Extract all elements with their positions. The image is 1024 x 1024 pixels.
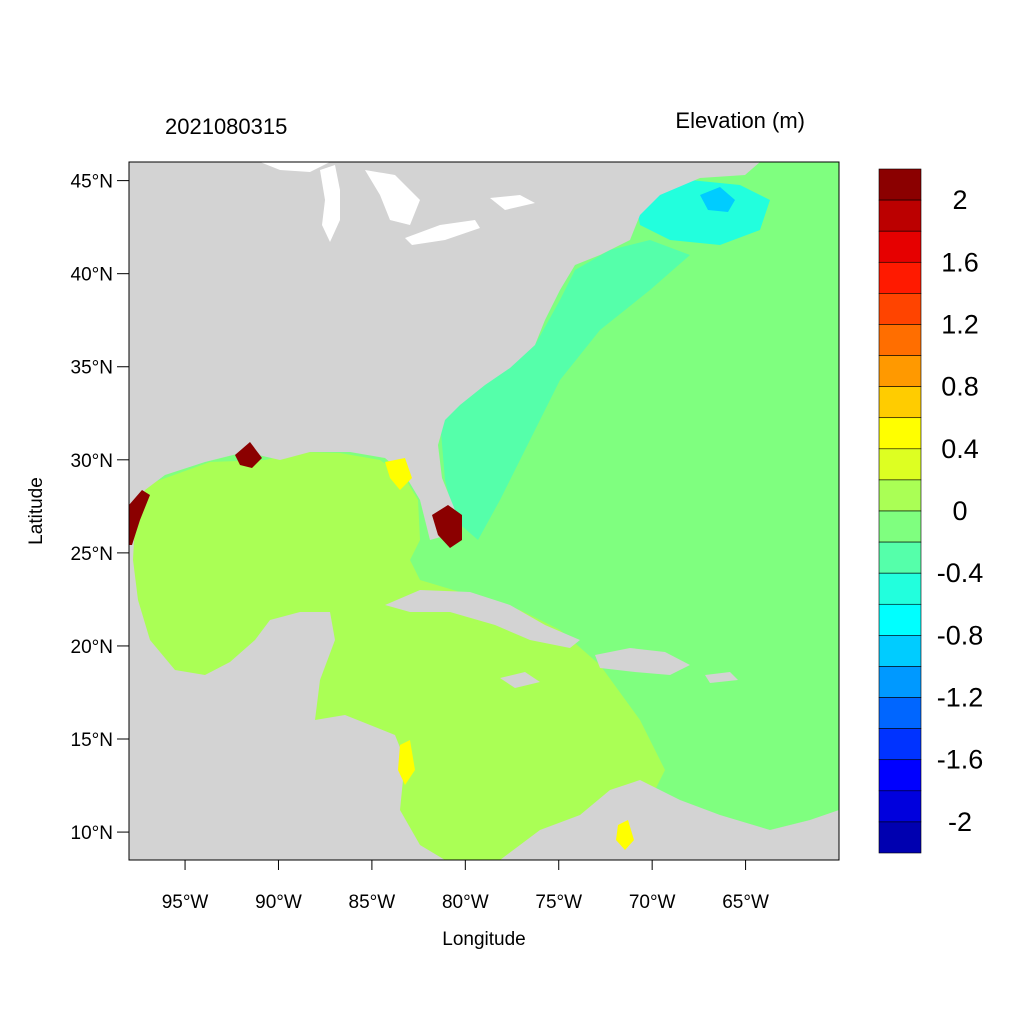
lake-ontario (490, 195, 535, 210)
y-tick-label: 10°N (71, 823, 113, 844)
colorbar-swatch (878, 230, 922, 263)
x-tick-label: 70°W (629, 892, 676, 913)
surge-louisiana (235, 442, 262, 468)
bay-of-fundy-water (700, 187, 735, 212)
colorbar-label: -2 (948, 807, 972, 837)
y-tick-label: 35°N (71, 358, 113, 379)
lake-superior (260, 162, 330, 172)
surge-south-florida (432, 505, 462, 548)
colorbar-swatch (878, 386, 922, 419)
colorbar-label: 1.6 (941, 247, 979, 277)
surge-yucatan-yellow (398, 740, 415, 785)
puerto-rico-land (705, 672, 738, 683)
y-tick-label: 30°N (71, 451, 113, 472)
title-variable: Elevation (m) (675, 108, 805, 133)
colorbar-swatch (878, 510, 922, 543)
y-tick-label: 20°N (71, 637, 113, 658)
colorbar-label: 0 (952, 496, 967, 526)
great-lakes (260, 162, 535, 245)
colorbar-swatch (878, 728, 922, 761)
y-tick-label: 15°N (71, 730, 113, 751)
colorbar-label: -1.2 (937, 683, 984, 713)
lake-michigan (320, 165, 340, 242)
colorbar-label: 0.4 (941, 434, 979, 464)
colorbar-swatch (878, 261, 922, 294)
title-date: 2021080315 (165, 114, 287, 139)
y-axis-label: Latitude (26, 477, 47, 545)
colorbar-swatch (878, 572, 922, 605)
colorbar-label: -0.4 (937, 558, 984, 588)
y-tick-label: 25°N (71, 544, 113, 565)
x-tick-label: 90°W (255, 892, 302, 913)
colorbar-swatch (878, 666, 922, 698)
x-tick-label: 95°W (162, 892, 209, 913)
surge-big-bend (385, 458, 412, 490)
lake-erie (405, 220, 480, 245)
x-tick-label: 75°W (535, 892, 582, 913)
colorbar-label: -1.6 (937, 745, 984, 775)
central-america-land (129, 715, 350, 860)
colorbar: 2 1.6 1.2 0.8 0.4 0 -0.4 -0.8 -1.2 -1.6 -2 (878, 168, 984, 854)
map-plot-area (129, 162, 839, 860)
x-axis-ticks: 95°W 90°W 85°W 80°W 75°W 70°W 65°W (162, 860, 769, 913)
southeast-shelf-water (440, 240, 690, 540)
colorbar-swatch (878, 324, 922, 356)
colorbar-swatch (878, 417, 922, 450)
colorbar-label: 2 (952, 185, 967, 215)
surge-venezuela-yellow (616, 820, 634, 850)
surge-texas (129, 490, 150, 545)
colorbar-swatch (878, 697, 922, 729)
surge-areas (129, 442, 634, 850)
cuba-land (385, 590, 580, 648)
colorbar-label: 1.2 (941, 309, 979, 339)
y-tick-label: 45°N (71, 172, 113, 193)
y-axis-ticks: 10°N 15°N 20°N 25°N 30°N 35°N 40°N 45°N (71, 172, 129, 844)
colorbar-swatch (878, 293, 922, 325)
jamaica-land (500, 672, 540, 688)
colorbar-label: 0.8 (941, 372, 979, 402)
x-tick-label: 80°W (442, 892, 489, 913)
x-tick-label: 65°W (722, 892, 769, 913)
colorbar-swatch (878, 790, 922, 823)
colorbar-swatch (878, 199, 922, 232)
colorbar-swatch (878, 355, 922, 387)
x-tick-label: 85°W (349, 892, 396, 913)
colorbar-swatch (878, 479, 922, 512)
y-tick-label: 40°N (71, 265, 113, 286)
colorbar-label: -0.8 (937, 620, 984, 650)
south-america-land (500, 780, 839, 860)
plot-frame (128, 161, 840, 861)
colorbar-swatch (878, 635, 922, 667)
gulf-of-maine-water (635, 180, 770, 245)
colorbar-swatch (878, 759, 922, 792)
x-axis-label: Longitude (442, 929, 525, 950)
colorbar-swatch (878, 168, 922, 201)
hispaniola-land (595, 648, 690, 675)
colorbar-swatch (878, 603, 922, 636)
colorbar-swatch (878, 541, 922, 574)
colorbar-swatch (878, 448, 922, 481)
lake-huron (365, 170, 420, 225)
colorbar-swatch (878, 821, 922, 854)
